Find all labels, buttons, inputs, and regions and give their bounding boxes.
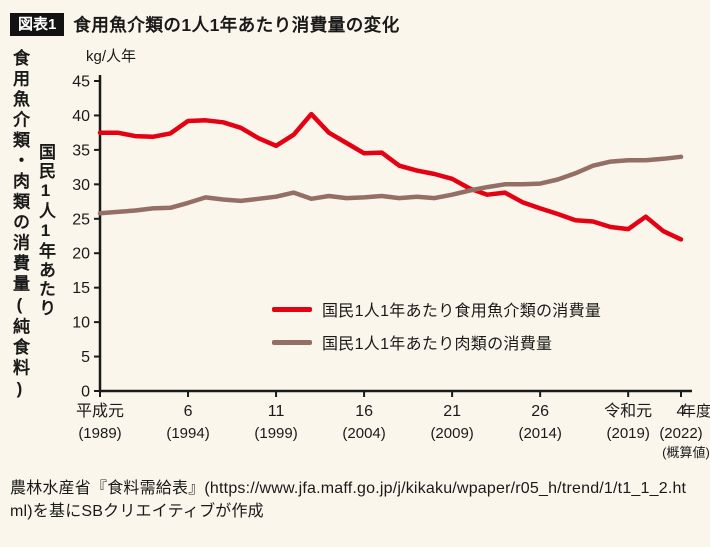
x-axis-tick-label: 6 [184,403,193,420]
x-axis-year-label: (2014) [518,425,561,442]
x-axis-tick-label: 26 [531,403,549,420]
x-axis-tick-label: 4 [677,403,686,420]
x-axis-year-label: (2004) [342,425,385,442]
y-axis-tick-label: 5 [81,349,90,366]
y-axis-unit-label: kg/人年 [86,48,136,65]
x-axis-year-label: (1989) [78,425,121,442]
meat-line-swatch [272,339,312,345]
chart-header: 図表1 食用魚介類の1人1年あたり消費量の変化 [10,9,710,39]
x-axis-tick-label: 11 [268,403,285,420]
figure-number-badge: 図表1 [10,12,65,36]
source-note: 農林水産省『食料需給表』(https://www.jfa.maff.go.jp/… [10,480,687,521]
legend-item-fish: 国民1人1年あたり食用魚介類の消費量 [272,297,601,321]
x-axis-year-label: (2019) [607,425,650,442]
x-axis-unit-label: 年度 [681,403,710,420]
y-axis-tick-label: 45 [72,74,90,91]
y-axis-tick-label: 40 [72,108,90,125]
page-title: 食用魚介類の1人1年あたり消費量の変化 [73,14,400,35]
x-axis-tick-label: 平成元 [76,402,124,420]
fish-line-swatch [272,306,312,312]
y-axis-tick-label: 25 [72,211,90,228]
x-axis-tick-label: 16 [355,403,373,420]
fish-series-line [97,111,684,242]
y-axis-tick-label: 10 [72,315,90,332]
meat-series-line [97,154,684,216]
y-axis-tick-label: 15 [72,280,90,297]
x-axis-year-label: (2022) [659,425,702,442]
y-axis-tick-label: 20 [72,246,90,263]
legend-label-fish: 国民1人1年あたり食用魚介類の消費量 [322,303,602,320]
x-axis-year-label: (1994) [166,425,209,442]
y-axis-tick-label: 35 [72,142,90,159]
x-axis-year-label: (2009) [430,425,473,442]
legend-item-meat: 国民1人1年あたり肉類の消費量 [272,330,601,354]
chart-area: 食用魚介類・肉類の消費量(純食料) 国民1人1年あたり 45 40 35 30 25 20… [0,39,710,467]
y-axis-label-inner: 国民1人1年あたり [36,143,55,318]
y-axis-tick-label: 30 [72,177,90,194]
x-axis-tick-label: 令和元 [604,402,652,420]
legend: 国民1人1年あたり食用魚介類の消費量 国民1人1年あたり肉類の消費量 [272,297,601,354]
y-axis-label-outer: 食用魚介類・肉類の消費量(純食料) [10,49,29,402]
legend-label-meat: 国民1人1年あたり肉類の消費量 [322,336,553,353]
x-axis-tick-label: 21 [443,403,461,420]
x-axis-note-label: (概算値) [662,445,710,460]
x-axis-year-label: (1999) [254,425,297,442]
y-axis-tick-label: 0 [81,384,90,401]
